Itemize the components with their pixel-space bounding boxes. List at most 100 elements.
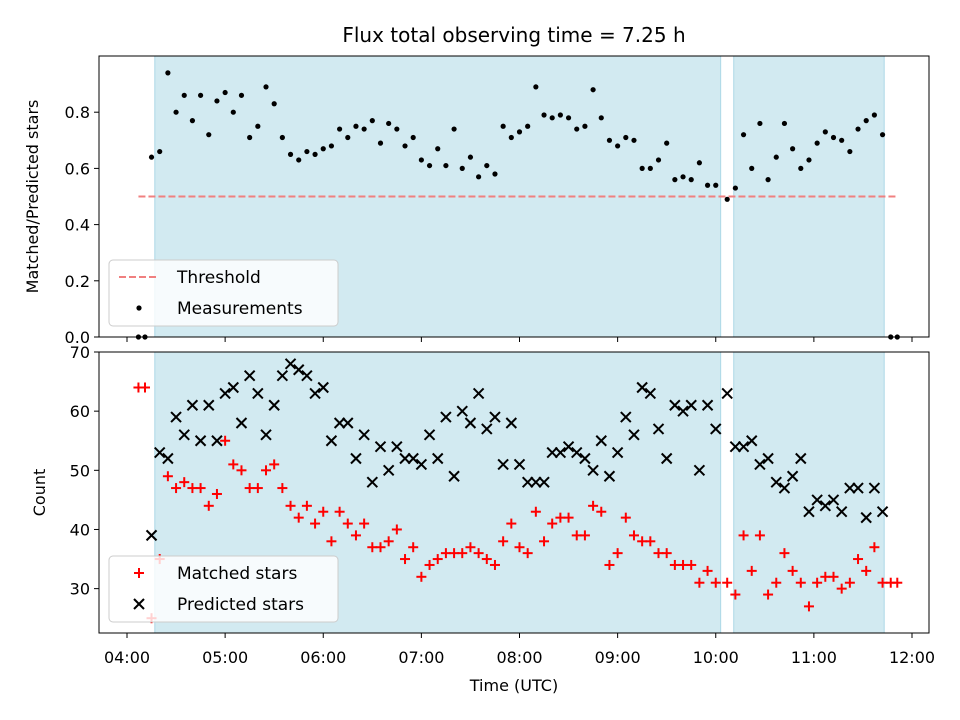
predicted-point <box>835 506 848 518</box>
measurement-point <box>230 109 236 115</box>
measurement-point <box>296 157 302 163</box>
matched-point <box>400 554 411 565</box>
matched-point <box>787 565 798 576</box>
measurement-point <box>688 177 694 183</box>
y-tick-label: 40 <box>70 520 90 539</box>
measurement-point <box>467 154 474 160</box>
predicted-point <box>795 452 807 465</box>
predicted-point <box>827 494 840 506</box>
predicted-point <box>382 464 395 477</box>
matched-point <box>812 577 823 588</box>
measurement-point <box>148 154 155 160</box>
predicted-point <box>440 411 452 423</box>
measurement-point <box>377 140 384 146</box>
legend-measurement-swatch <box>136 305 142 311</box>
x-tick-label: 10:00 <box>693 648 739 667</box>
measurement-point <box>696 160 702 166</box>
matched-point <box>359 518 370 529</box>
matched-point <box>408 542 419 553</box>
matched-point <box>844 577 855 588</box>
matched-point <box>228 459 239 470</box>
predicted-point <box>505 417 518 429</box>
y-tick-label: 30 <box>70 580 90 599</box>
measurement-point <box>606 137 613 143</box>
predicted-point <box>876 506 889 518</box>
predicted-point <box>472 387 485 400</box>
predicted-point <box>154 446 166 459</box>
measurement-point <box>631 137 637 143</box>
matched-point <box>293 512 304 523</box>
predicted-point <box>660 452 673 465</box>
measurement-point <box>189 118 196 124</box>
measurement-point <box>647 165 653 171</box>
measurement-point <box>863 118 869 124</box>
measurement-point <box>680 174 686 180</box>
predicted-point <box>636 381 648 394</box>
predicted-point <box>546 446 558 459</box>
predicted-point <box>844 482 856 494</box>
predicted-point <box>579 452 591 465</box>
predicted-point <box>374 440 387 453</box>
x-tick-label: 07:00 <box>398 648 444 667</box>
matched-point <box>588 500 599 511</box>
matched-point <box>277 483 288 494</box>
predicted-point <box>786 470 799 482</box>
predicted-point <box>571 446 583 459</box>
measurement-point <box>830 134 837 141</box>
legend-count: Matched stars Predicted stars <box>108 555 339 623</box>
series-matched-stars <box>133 382 903 624</box>
y-tick-label: 0.6 <box>65 159 90 178</box>
measurement-point <box>749 165 755 171</box>
predicted-point <box>746 435 758 447</box>
legend-box <box>108 555 339 623</box>
panel-ratio: 0.00.20.40.60.8 Matched/Predicted stars … <box>23 55 930 347</box>
measurement-point <box>672 177 678 183</box>
legend-label: Measurements <box>177 299 303 319</box>
matched-point <box>563 512 574 523</box>
matched-point <box>269 459 280 470</box>
matched-point <box>612 548 623 559</box>
matched-point <box>391 524 402 535</box>
measurement-point <box>765 177 771 183</box>
x-tick-label: 05:00 <box>202 648 248 667</box>
predicted-point <box>644 387 657 400</box>
x-tick-label: 04:00 <box>104 648 150 667</box>
predicted-point <box>754 458 766 471</box>
predicted-point <box>868 482 881 494</box>
predicted-point <box>611 446 624 459</box>
matched-point <box>236 465 247 476</box>
measurement-point <box>814 140 820 146</box>
matched-point <box>628 530 639 541</box>
panel-ratio-frame <box>98 55 930 338</box>
measurement-point <box>798 165 804 171</box>
matched-point <box>746 565 757 576</box>
predicted-point <box>301 369 313 382</box>
measurement-point <box>426 162 433 169</box>
matched-point <box>539 536 550 547</box>
predicted-point <box>554 446 567 459</box>
predicted-point <box>407 452 419 465</box>
panel-count: 30 40 50 60 70 Count Matched stars Predicted … <box>30 343 930 638</box>
predicted-point <box>669 399 681 411</box>
matched-point <box>869 542 880 553</box>
measurement-point <box>418 157 424 163</box>
predicted-point <box>652 423 665 435</box>
measurement-point <box>732 185 738 191</box>
series-predicted-stars <box>145 358 889 542</box>
predicted-point <box>803 506 815 518</box>
measurement-point <box>402 143 408 149</box>
measurement-point <box>263 84 269 90</box>
predicted-point <box>162 452 174 465</box>
legend-label: Matched stars <box>177 564 297 584</box>
measurement-point <box>582 123 588 129</box>
predicted-point <box>530 476 542 488</box>
predicted-point <box>358 429 370 441</box>
measurement-point <box>484 162 490 169</box>
matched-point <box>795 577 806 588</box>
predicted-point <box>309 387 321 400</box>
predicted-point <box>448 470 460 482</box>
matched-point <box>828 571 839 582</box>
predicted-point <box>620 411 632 423</box>
measurement-point <box>655 157 662 163</box>
predicted-point <box>721 387 733 400</box>
